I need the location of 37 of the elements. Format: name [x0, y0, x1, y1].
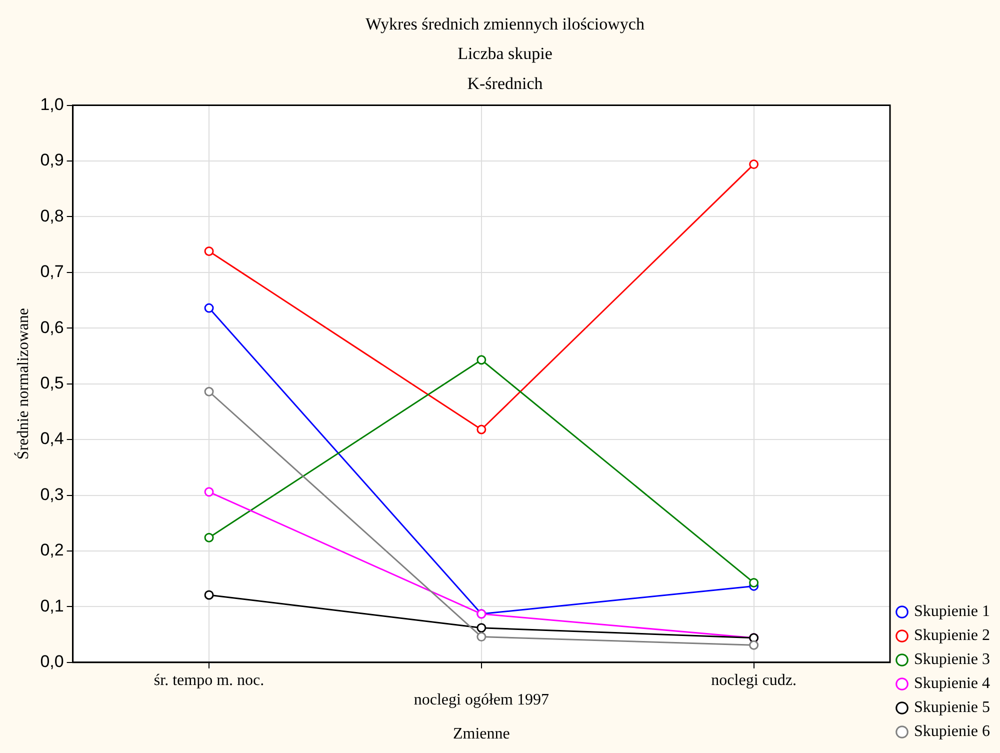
- y-tick-label: 0,6: [40, 318, 64, 337]
- y-tick-label: 0,9: [40, 150, 64, 170]
- point: [749, 578, 759, 588]
- x-tick-label: noclegi ogółem 1997: [414, 691, 549, 708]
- y-tick-label: 0,3: [40, 484, 64, 504]
- legend-label: Skupienie 4: [914, 675, 990, 692]
- x-tick-label: noclegi cudz.: [711, 672, 796, 690]
- point: [204, 532, 214, 542]
- legend-label: Skupienie 5: [914, 699, 990, 716]
- legend-label: Skupienie 2: [914, 627, 990, 644]
- point: [204, 487, 214, 497]
- y-tick-label: 0,4: [40, 429, 64, 448]
- y-axis-title: Średnie normalizowane: [14, 308, 32, 460]
- y-tick-label: 0,0: [40, 652, 64, 672]
- chart-subtitle: Liczba skupie K-średnich: [458, 44, 552, 93]
- y-tick-label: 1,0: [40, 94, 64, 114]
- point: [749, 160, 759, 170]
- x-axis-title: Zmienne: [452, 726, 510, 743]
- y-tick-label: 0,2: [40, 540, 64, 560]
- legend-label: Skupienie 1: [914, 603, 990, 620]
- point: [476, 632, 486, 642]
- point: [204, 386, 214, 396]
- y-tick-label: 0,5: [40, 374, 64, 393]
- point: [204, 303, 214, 313]
- y-tick-label: 0,8: [40, 206, 64, 226]
- point: [204, 590, 214, 600]
- legend-label: Skupienie 3: [914, 651, 990, 668]
- y-tick-label: 0,7: [40, 262, 64, 282]
- point: [476, 623, 486, 633]
- point: [204, 246, 214, 256]
- legend-label: Skupienie 6: [914, 723, 990, 740]
- point: [749, 640, 759, 650]
- point: [476, 355, 486, 365]
- y-tick-label: 0,1: [40, 596, 64, 616]
- chart-title: Wykres średnich zmiennych ilościowych: [366, 14, 645, 34]
- x-tick-label: śr. tempo m. noc.: [154, 672, 264, 690]
- point: [476, 424, 486, 434]
